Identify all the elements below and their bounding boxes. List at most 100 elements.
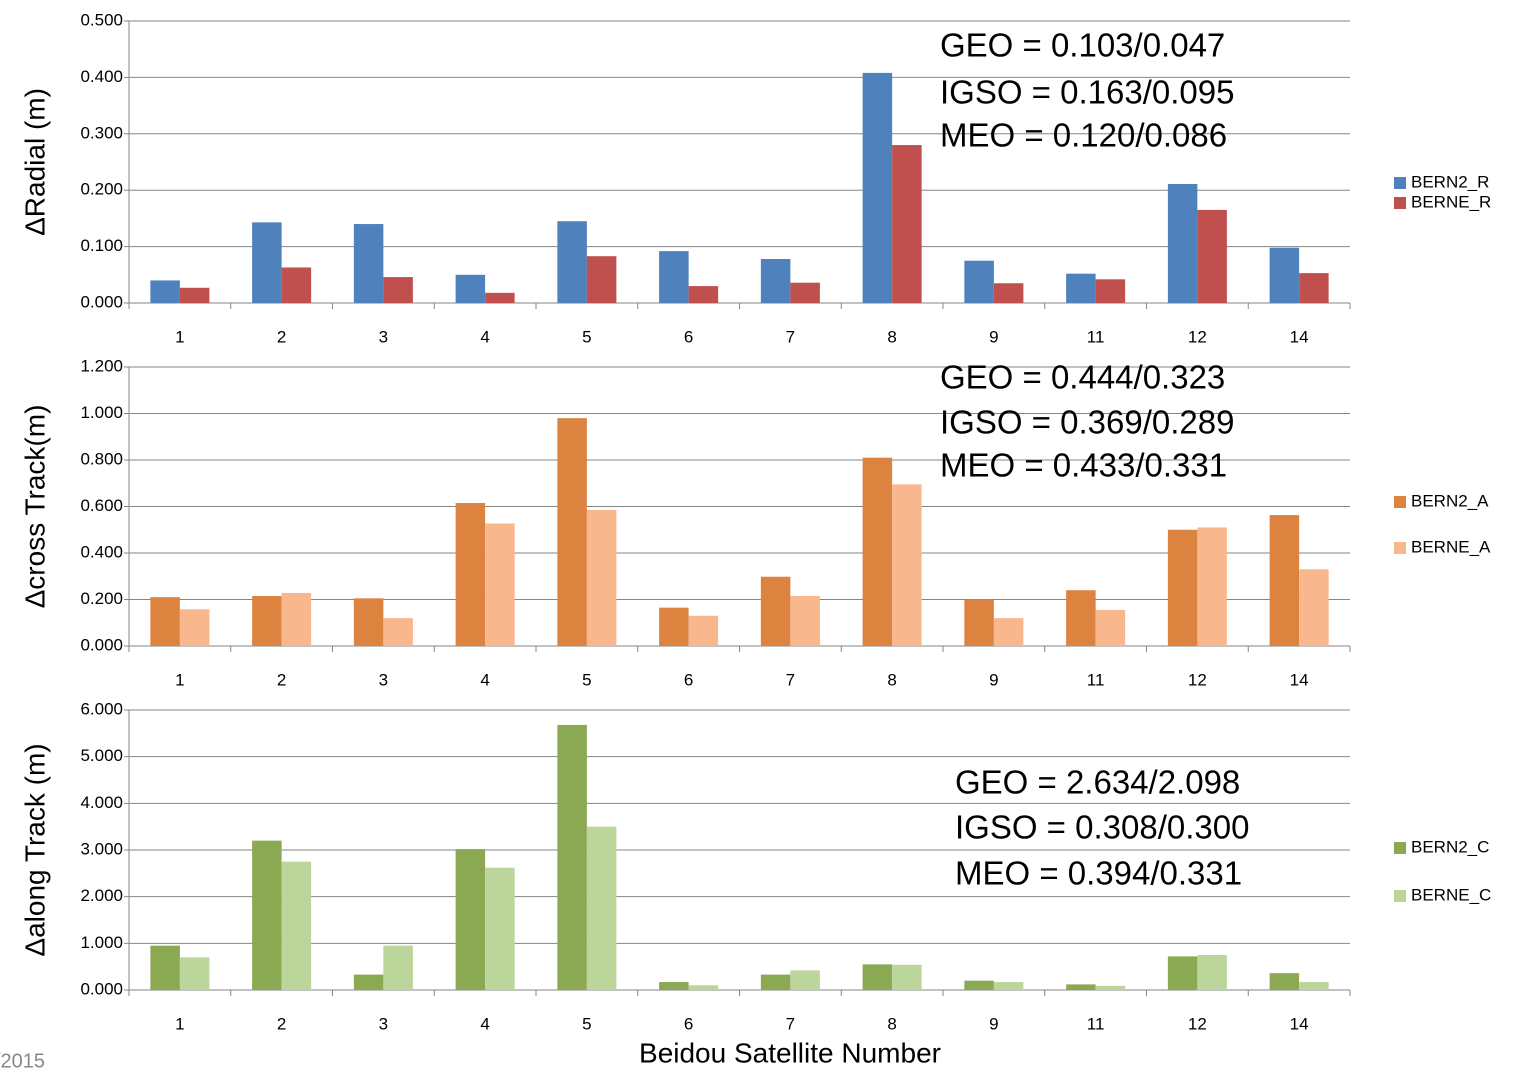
bar bbox=[964, 260, 994, 303]
y-tick-label: 1.000 bbox=[80, 933, 123, 952]
y-tick-label: 0.200 bbox=[80, 589, 123, 608]
bar bbox=[688, 985, 719, 990]
bar bbox=[353, 224, 384, 303]
bar bbox=[1269, 247, 1300, 303]
legend-label: BERN2_A bbox=[1411, 491, 1489, 510]
bar bbox=[1269, 515, 1300, 646]
y-axis-label: Δalong Track (m) bbox=[19, 743, 50, 956]
x-tick-label: 1 bbox=[175, 670, 184, 689]
x-tick-label: 6 bbox=[684, 670, 693, 689]
x-tick-label: 6 bbox=[684, 1014, 693, 1033]
bar bbox=[179, 609, 210, 646]
y-tick-label: 0.800 bbox=[80, 449, 123, 468]
y-tick-label: 0.200 bbox=[80, 180, 123, 199]
legend-label: BERN2_R bbox=[1411, 172, 1489, 191]
bar bbox=[760, 259, 791, 303]
x-tick-label: 5 bbox=[582, 670, 591, 689]
x-tick-label: 8 bbox=[887, 670, 896, 689]
bar bbox=[790, 596, 820, 646]
bar bbox=[892, 145, 922, 303]
bar bbox=[485, 523, 515, 646]
y-tick-label: 0.000 bbox=[80, 979, 123, 998]
x-tick-label: 12 bbox=[1188, 1014, 1207, 1033]
bar bbox=[892, 964, 922, 990]
bar bbox=[252, 596, 282, 646]
bar bbox=[862, 964, 893, 990]
bar bbox=[993, 618, 1024, 646]
bar bbox=[1269, 973, 1300, 990]
x-tick-label: 7 bbox=[786, 327, 795, 346]
x-tick-label: 4 bbox=[480, 1014, 489, 1033]
bar bbox=[1197, 527, 1227, 646]
bar bbox=[281, 861, 312, 990]
bar bbox=[1066, 590, 1096, 646]
legend-label: BERNE_A bbox=[1411, 537, 1491, 556]
bar bbox=[353, 598, 384, 646]
x-tick-label: 1 bbox=[175, 1014, 184, 1033]
y-tick-label: 4.000 bbox=[80, 793, 123, 812]
annotation: MEO = 0.120/0.086 bbox=[940, 117, 1227, 154]
y-axis-label: ΔRadial (m) bbox=[19, 88, 50, 236]
x-tick-label: 12 bbox=[1188, 670, 1207, 689]
bar bbox=[383, 277, 413, 303]
legend-swatch bbox=[1394, 842, 1406, 854]
y-tick-label: 0.100 bbox=[80, 236, 123, 255]
bar bbox=[760, 974, 791, 990]
bar bbox=[1095, 985, 1126, 990]
x-tick-label: 4 bbox=[480, 327, 489, 346]
bar bbox=[1167, 183, 1198, 303]
footer-text: /2015 bbox=[0, 1050, 45, 1071]
y-axis-label: Δcross Track(m) bbox=[19, 405, 50, 609]
y-tick-label: 0.400 bbox=[80, 67, 123, 86]
y-tick-label: 0.500 bbox=[80, 10, 123, 29]
legend-swatch bbox=[1394, 496, 1406, 508]
bar bbox=[790, 282, 820, 303]
bar bbox=[1066, 984, 1096, 990]
bar bbox=[1167, 529, 1198, 646]
x-tick-label: 6 bbox=[684, 327, 693, 346]
y-tick-label: 0.000 bbox=[80, 635, 123, 654]
bar bbox=[688, 615, 719, 646]
bar bbox=[383, 618, 413, 646]
bar bbox=[281, 267, 312, 303]
x-tick-label: 3 bbox=[379, 327, 388, 346]
x-tick-label: 3 bbox=[379, 670, 388, 689]
x-tick-label: 14 bbox=[1290, 1014, 1309, 1033]
x-tick-label: 2 bbox=[277, 327, 286, 346]
annotation: IGSO = 0.163/0.095 bbox=[940, 74, 1234, 111]
bar bbox=[1299, 569, 1329, 646]
x-tick-label: 14 bbox=[1290, 327, 1309, 346]
bar bbox=[1299, 982, 1329, 990]
x-tick-label: 2 bbox=[277, 1014, 286, 1033]
bar bbox=[383, 945, 413, 990]
x-tick-label: 8 bbox=[887, 1014, 896, 1033]
x-tick-label: 7 bbox=[786, 670, 795, 689]
bar bbox=[1197, 209, 1227, 303]
bar bbox=[760, 576, 791, 646]
bar bbox=[455, 503, 486, 646]
y-tick-label: 0.600 bbox=[80, 496, 123, 515]
bar bbox=[1299, 273, 1329, 303]
x-tick-label: 11 bbox=[1087, 327, 1105, 346]
bar bbox=[1095, 279, 1126, 303]
x-tick-label: 5 bbox=[582, 1014, 591, 1033]
bar bbox=[993, 283, 1024, 303]
bar bbox=[485, 867, 515, 990]
legend-label: BERNE_R bbox=[1411, 192, 1491, 211]
bar bbox=[281, 592, 312, 646]
y-tick-label: 6.000 bbox=[80, 699, 123, 718]
y-tick-label: 0.400 bbox=[80, 542, 123, 561]
legend-label: BERN2_C bbox=[1411, 837, 1489, 856]
bar bbox=[455, 849, 486, 990]
x-tick-label: 11 bbox=[1087, 670, 1105, 689]
bar bbox=[557, 221, 587, 303]
bar bbox=[150, 945, 180, 990]
x-tick-label: 8 bbox=[887, 327, 896, 346]
x-tick-label: 11 bbox=[1087, 1014, 1105, 1033]
bar bbox=[455, 274, 486, 303]
bar bbox=[353, 974, 384, 990]
x-tick-label: 7 bbox=[786, 1014, 795, 1033]
bar bbox=[179, 957, 210, 990]
x-tick-label: 9 bbox=[989, 1014, 998, 1033]
legend-label: BERNE_C bbox=[1411, 885, 1491, 904]
